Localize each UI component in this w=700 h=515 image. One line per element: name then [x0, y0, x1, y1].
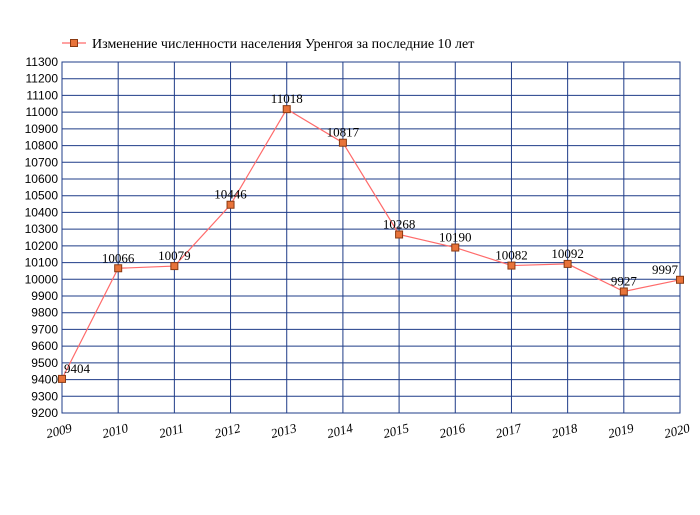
data-label: 10092	[551, 246, 584, 261]
y-tick-label: 10200	[25, 239, 59, 253]
y-tick-label: 9500	[31, 356, 58, 370]
y-tick-label: 9800	[31, 306, 58, 320]
y-axis-ticks: 9200 9300 9400 9500 9600 9700 9800 9900 10000 101…	[25, 55, 59, 420]
data-point-marker	[563, 259, 572, 268]
y-tick-label: 10800	[25, 139, 59, 153]
data-label: 10817	[327, 125, 360, 140]
data-point-marker	[676, 275, 684, 284]
x-tick-label: 2010	[101, 420, 130, 441]
x-axis-ticks: 2009 2010 2011 2012 2013 2014 2015 2016 2017 2018…	[44, 420, 691, 441]
x-tick-label: 2020	[662, 420, 691, 441]
series-line	[61, 108, 681, 380]
y-tick-label: 10900	[25, 122, 59, 136]
x-tick-label: 2011	[157, 420, 185, 441]
y-tick-label: 9400	[31, 373, 58, 387]
x-tick-label: 2009	[44, 420, 73, 441]
x-tick-label: 2014	[325, 420, 354, 441]
data-label: 10268	[383, 216, 416, 231]
data-label: 10079	[158, 248, 191, 263]
legend-marker-icon	[70, 39, 78, 47]
y-tick-label: 10400	[25, 205, 59, 219]
data-label: 9997	[652, 262, 679, 277]
x-tick-label: 2015	[382, 420, 411, 441]
y-tick-label: 11300	[26, 55, 59, 69]
data-label: 9404	[64, 361, 91, 376]
data-point-marker	[507, 261, 516, 270]
x-tick-label: 2013	[269, 420, 298, 441]
data-point-marker	[282, 105, 291, 114]
data-point-marker	[58, 374, 66, 383]
y-tick-label: 10700	[25, 155, 59, 169]
y-tick-label: 11000	[26, 105, 59, 119]
y-tick-label: 10300	[25, 222, 59, 236]
y-tick-label: 9600	[31, 339, 58, 353]
data-point-marker	[338, 138, 347, 147]
y-tick-label: 9200	[31, 406, 58, 420]
y-tick-label: 9900	[31, 289, 58, 303]
x-tick-label: 2012	[213, 420, 242, 441]
y-tick-label: 10500	[25, 189, 59, 203]
data-point-marker	[170, 262, 179, 271]
y-tick-label: 11200	[26, 72, 59, 86]
y-tick-label: 10000	[25, 272, 59, 286]
data-label: 10066	[102, 250, 135, 265]
plot-area-border	[61, 61, 681, 414]
y-tick-label: 10100	[25, 256, 59, 270]
data-label: 10082	[495, 248, 528, 263]
chart-legend: Изменение численности населения Уренгоя …	[62, 37, 474, 52]
data-label: 10190	[439, 230, 472, 245]
y-tick-label: 9300	[31, 389, 58, 403]
legend-label: Изменение численности населения Уренгоя …	[92, 37, 474, 52]
y-tick-label: 9700	[31, 322, 58, 336]
data-point-marker	[395, 230, 404, 239]
data-point-marker	[451, 243, 460, 252]
series-layer	[58, 105, 684, 383]
data-point-marker	[226, 200, 235, 209]
y-tick-label: 10600	[25, 172, 59, 186]
data-labels-layer: 9404 10066 10079 10446 11018 10817 10268 10190 1…	[64, 91, 679, 376]
data-label: 9927	[611, 273, 638, 288]
data-label: 11018	[271, 91, 303, 106]
x-tick-label: 2019	[606, 420, 635, 441]
chart-grid	[61, 61, 681, 414]
y-tick-label: 11100	[26, 88, 58, 102]
data-point-marker	[114, 264, 123, 273]
x-tick-label: 2016	[438, 420, 467, 441]
x-tick-label: 2017	[494, 420, 523, 441]
data-label: 10446	[214, 187, 247, 202]
x-tick-label: 2018	[550, 420, 579, 441]
data-point-marker	[619, 287, 628, 296]
